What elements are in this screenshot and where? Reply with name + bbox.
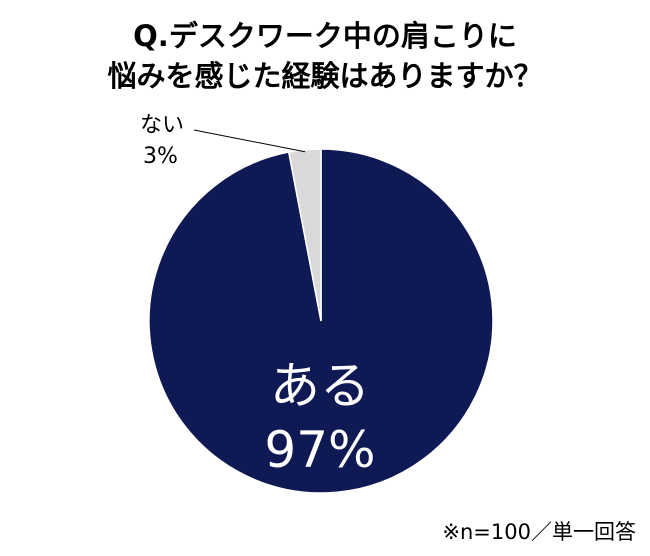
leader-line [193,129,306,153]
slice-label-aru: ある [270,357,370,415]
chart-title-line-2: 悩みを感じた経験はありますか？ [107,59,543,93]
chart-title: Q.デスクワーク中の肩こりに 悩みを感じた経験はありますか？ [0,16,650,96]
chart-title-line-1: Q.デスクワーク中の肩こりに [133,19,517,53]
sample-note: ※n=100／単一回答 [442,520,636,544]
pie-slice-nai [287,148,322,322]
pie-slice-aru [148,148,494,494]
slice-label-nai: ない [140,113,184,138]
slice-value-aru: 97% [264,421,375,479]
pie-slices [148,148,494,494]
slice-value-nai: 3% [143,144,178,169]
